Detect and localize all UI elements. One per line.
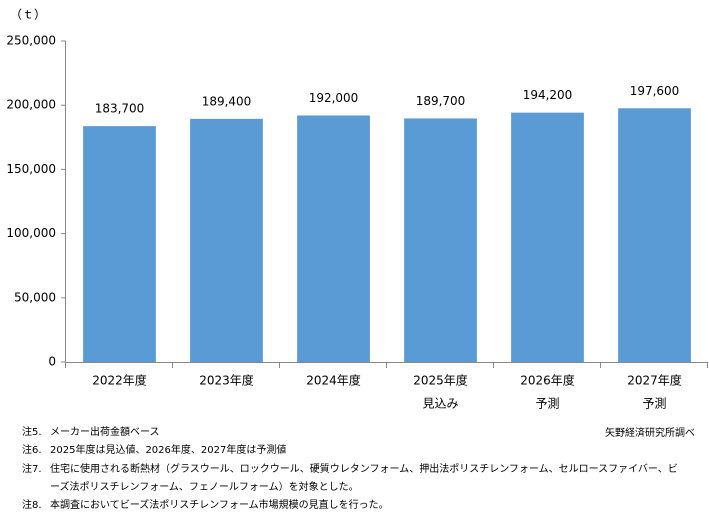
y-tick-label: 250,000 [6,34,56,48]
note: 注6. 2025年度は見込値、2026年度、2027年度は予測値 [22,442,682,460]
bar [83,126,156,362]
note-marker: 注6. [22,445,42,456]
note: 注8. 本調査においてビーズ法ポリスチレンフォーム市場規模の見直しを行った。 [22,497,682,515]
x-tick-sublabel: 見込み [422,397,458,411]
y-unit: （ｔ） [10,8,46,22]
value-label: 197,600 [630,84,680,98]
note-text: 2025年度は見込値、2026年度、2027年度は予測値 [50,445,287,456]
y-tick-label: 150,000 [6,162,56,176]
source: 矢野経済研究所調べ [605,428,695,439]
note-marker: 注5. [22,427,42,438]
y-tick-label: 50,000 [14,290,56,304]
value-label: 192,000 [309,91,359,105]
value-label: 194,200 [523,88,573,102]
bar [511,112,584,362]
note-text: 本調査においてビーズ法ポリスチレンフォーム市場規模の見直しを行った。 [50,500,389,511]
bar [404,118,477,362]
note-text: メーカー出荷金額ベース [50,427,160,438]
x-tick-sublabel: 予測 [642,397,666,411]
chart: （ｔ） 0 50,000 100,000 150,000 200,000 250,000 1… [6,8,708,411]
bar [297,115,370,362]
bar [190,118,263,363]
x-tick-label: 2023年度 [199,373,254,388]
note: 注5. メーカー出荷金額ベース [22,424,682,442]
note: 注7. 住宅に使用される断熱材（グラスウール、ロックウール、硬質ウレタンフォーム、… [22,461,682,497]
y-tick-label: 0 [48,355,56,369]
value-label: 189,700 [416,94,466,108]
y-tick-label: 100,000 [6,226,56,240]
x-tick-label: 2022年度 [92,373,147,388]
x-tick-label: 2025年度 [413,373,468,388]
bar [618,108,691,362]
value-label: 189,400 [202,94,252,108]
note-marker: 注7. [22,464,42,475]
y-tick-label: 200,000 [6,98,56,112]
value-label: 183,700 [95,102,145,116]
x-tick-label: 2024年度 [306,373,361,388]
note-text: 住宅に使用される断熱材（グラスウール、ロックウール、硬質ウレタンフォーム、押出法… [50,464,678,493]
note-marker: 注8. [22,500,42,511]
x-tick-label: 2026年度 [520,373,575,388]
x-tick-label: 2027年度 [627,373,682,388]
x-tick-sublabel: 予測 [535,397,559,411]
